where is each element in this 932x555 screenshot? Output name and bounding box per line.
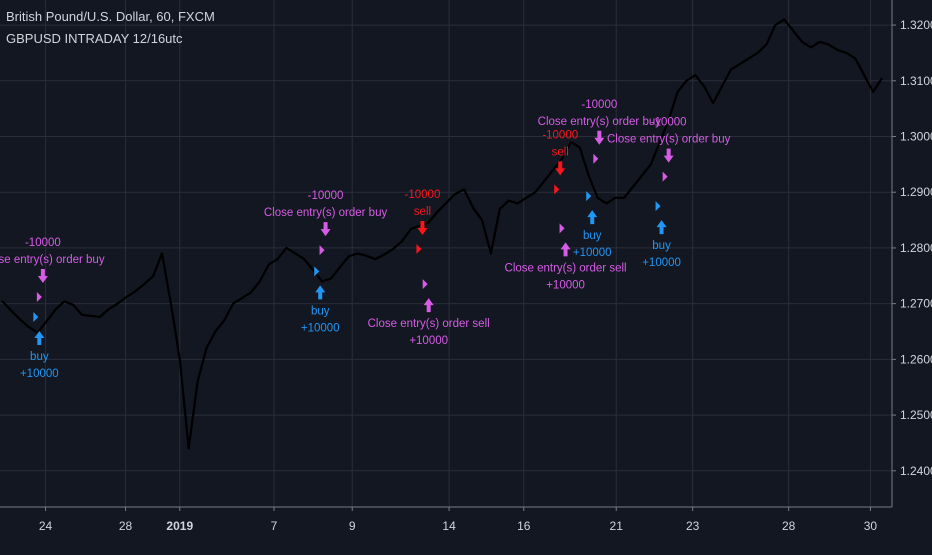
signal-close_buy: Close entry(s) order buy -10000 [0, 237, 105, 302]
axes: 1.2400 1.2500 1.2600 1.2700 1.2800 1.2900 1.30… [0, 0, 932, 533]
signal-buy: buy +10000 [20, 312, 59, 380]
signal-label: buy [30, 351, 49, 363]
signal-flag [655, 201, 661, 212]
signal-arrow-up [423, 298, 434, 313]
x-tick-label: 7 [271, 519, 278, 533]
signal-label: Close entry(s) order sell [505, 262, 627, 274]
signal-label: Close entry(s) order buy [538, 116, 662, 128]
signal-flag [36, 291, 42, 302]
x-tick-label: 23 [686, 519, 700, 533]
signal-qty: -10000 [405, 189, 441, 201]
signal-arrow-up [587, 210, 598, 225]
signal-close_buy: Close entry(s) order buy -10000 [607, 117, 731, 182]
x-tick-label: 24 [39, 519, 53, 533]
signal-arrow-down [320, 222, 331, 237]
signal-qty: -10000 [581, 99, 617, 111]
signal-arrow-down [417, 221, 428, 236]
signal-arrow-up [315, 285, 326, 300]
y-tick-label: 1.2400 [900, 464, 932, 478]
signal-arrow-down [37, 268, 48, 283]
symbol-title[interactable]: British Pound/U.S. Dollar, 60, FXCM [6, 9, 215, 24]
signal-label: Close entry(s) order buy [264, 207, 388, 219]
signal-label: sell [414, 206, 431, 218]
signal-close_sell: Close entry(s) order sell +10000 [505, 223, 627, 291]
y-tick-label: 1.3100 [900, 74, 932, 88]
signal-flag [559, 223, 565, 234]
y-tick-label: 1.3200 [900, 18, 932, 32]
signal-label: Close entry(s) order buy [607, 134, 731, 146]
signal-flag [662, 171, 668, 182]
signal-qty: -10000 [308, 190, 344, 202]
signal-close_sell: Close entry(s) order sell +10000 [368, 279, 490, 347]
signal-label: sell [552, 146, 569, 158]
signal-flag [314, 266, 320, 277]
x-tick-label: 30 [864, 519, 878, 533]
x-tick-label: 14 [442, 519, 456, 533]
y-tick-label: 1.2500 [900, 408, 932, 422]
signal-label: Close entry(s) order buy [0, 254, 105, 266]
signal-arrow-up [560, 242, 571, 257]
signal-flag [319, 245, 325, 256]
signal-qty: -10000 [651, 117, 687, 129]
study-title[interactable]: GBPUSD INTRADAY 12/16utc [6, 31, 183, 46]
signal-flag [33, 312, 39, 323]
grid-lines [0, 0, 892, 507]
x-tick-label: 21 [610, 519, 624, 533]
signal-arrow-down [594, 130, 605, 145]
signal-buy: buy +10000 [642, 201, 681, 269]
signal-flag [416, 244, 422, 255]
x-tick-label: 28 [119, 519, 133, 533]
y-tick-label: 1.2700 [900, 297, 932, 311]
signal-arrow-down [663, 148, 674, 163]
price-series [1, 18, 883, 450]
y-tick-label: 1.2600 [900, 352, 932, 366]
signal-qty: -10000 [25, 237, 61, 249]
signal-label: buy [583, 230, 602, 242]
y-tick-label: 1.2800 [900, 241, 932, 255]
x-tick-label: 2019 [166, 519, 193, 533]
signal-sell: sell -10000 [542, 129, 578, 195]
signal-buy: buy +10000 [573, 191, 612, 259]
y-tick-label: 1.3000 [900, 130, 932, 144]
signal-flag [593, 153, 599, 164]
signal-qty: +10000 [20, 368, 59, 380]
signal-qty: +10000 [642, 257, 681, 269]
signal-label: Close entry(s) order sell [368, 318, 490, 330]
x-tick-label: 9 [349, 519, 356, 533]
signal-buy: buy +10000 [301, 266, 340, 334]
y-tick-label: 1.2900 [900, 185, 932, 199]
signal-qty: -10000 [542, 129, 578, 141]
signal-arrow-up [656, 220, 667, 235]
signal-arrow-up [34, 331, 45, 346]
signal-close_buy: Close entry(s) order buy -10000 [264, 190, 388, 256]
price-line [1, 18, 883, 450]
signal-qty: +10000 [301, 322, 340, 334]
signal-arrow-down [555, 161, 566, 176]
x-tick-label: 28 [782, 519, 796, 533]
signal-qty: +10000 [409, 335, 448, 347]
signal-qty: +10000 [573, 247, 612, 259]
signal-flag [586, 191, 592, 202]
signal-close_buy: Close entry(s) order buy-10000 [538, 99, 662, 164]
signal-flag [554, 184, 560, 195]
x-tick-label: 16 [517, 519, 531, 533]
signal-label: buy [311, 305, 330, 317]
signal-qty: +10000 [546, 279, 585, 291]
signal-flag [422, 279, 428, 290]
signal-label: buy [652, 240, 671, 252]
signal-sell: sell -10000 [405, 189, 441, 255]
